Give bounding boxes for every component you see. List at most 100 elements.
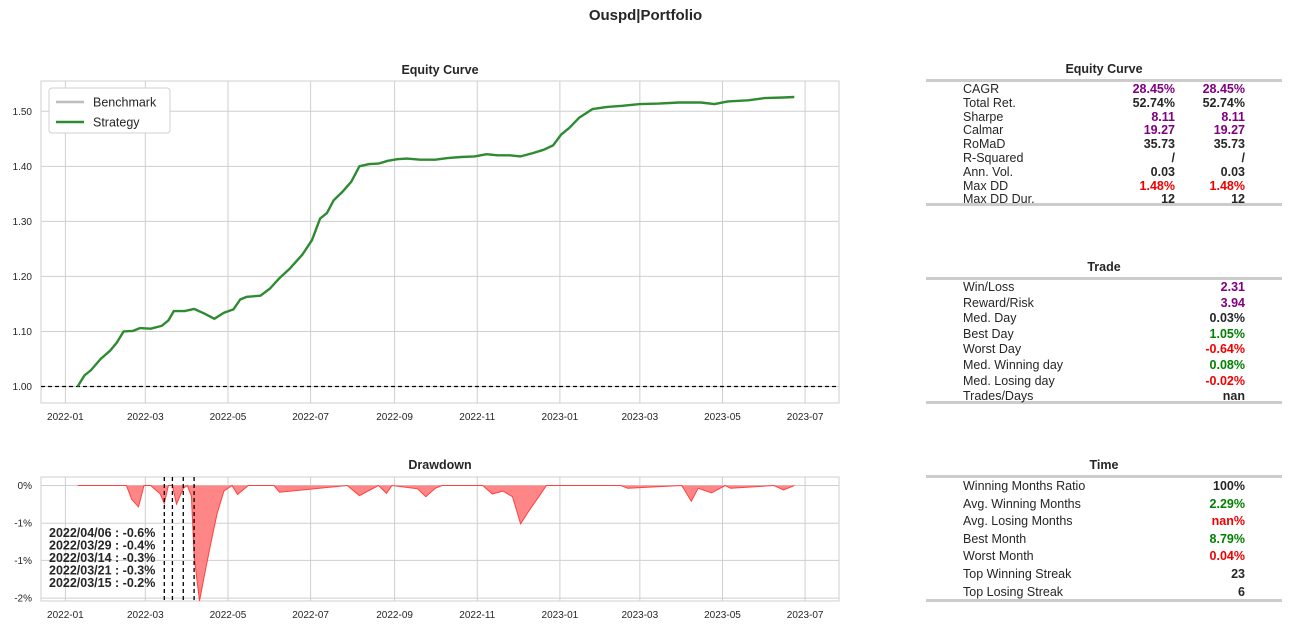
row-value-2: 35.73 [1213,137,1245,152]
row-value: 2.29% [1209,496,1245,511]
row-value-2: 12 [1231,192,1245,207]
legend-label: Strategy [93,116,140,130]
x-tick-label: 2023-05 [704,412,741,423]
row-value: nan [1222,389,1245,404]
row-label: Best Month [963,531,1027,546]
table-title: Trade [1087,260,1121,274]
drawdown-annotation: 2022/03/29 : -0.4% [49,539,155,553]
row-label: Worst Day [963,342,1022,357]
table-rule [926,277,1282,280]
table-rule [926,599,1282,602]
drawdown-annotation: 2022/03/21 : -0.3% [49,564,155,578]
x-tick-label: 2023-07 [787,412,824,423]
x-tick-label: 2023-01 [542,610,579,621]
row-label: Best Day [963,326,1014,341]
row-label: Med. Losing day [963,373,1055,388]
row-value: 100% [1213,479,1245,493]
row-label: Med. Winning day [963,358,1064,372]
row-label: Sharpe [963,109,1004,124]
plot-frame [40,476,840,602]
row-value: 2.31 [1220,280,1245,294]
row-value-2: / [1241,151,1245,165]
drawdown-annotation: 2022/03/14 : -0.3% [49,551,155,565]
x-tick-label: 2022-01 [47,412,84,423]
equity-chart-title: Equity Curve [401,63,478,77]
row-label: Calmar [963,123,1004,138]
x-tick-label: 2022-09 [376,610,413,621]
y-tick-label: 0% [18,481,33,492]
x-tick-label: 2022-05 [210,412,247,423]
row-value: 8.79% [1209,531,1245,546]
row-value: 0.03% [1209,311,1245,326]
drawdown-annotation: 2022/03/15 : -0.2% [49,576,155,590]
row-label: Trades/Days [963,389,1034,404]
row-label: RoMaD [963,137,1006,152]
row-value-1: / [1171,151,1175,165]
y-tick-label: -1% [14,519,32,530]
y-tick-label: 1.20 [13,272,33,283]
row-label: Med. Day [963,311,1017,326]
row-value-1: 1.48% [1139,178,1175,193]
table-rule [926,475,1282,478]
x-tick-label: 2023-07 [787,610,824,621]
row-value: 3.94 [1220,295,1245,310]
plot-frame [40,80,840,404]
row-label: Max DD [963,178,1009,193]
row-value-1: 28.45% [1132,82,1175,96]
row-label: CAGR [963,82,1000,96]
figure-title: Ouspd|Portfolio [588,7,703,24]
row-label: Winning Months Ratio [963,479,1086,493]
y-tick-label: 1.50 [13,107,33,118]
equity-grid [40,80,840,404]
row-label: Top Losing Streak [963,584,1064,599]
series-line-strategy [76,95,795,388]
equity-curve-chart: Equity Curve 2022-01 2022-03 2022-05 2022-0… [13,63,840,423]
y-tick-label: -1% [14,556,32,567]
row-value-1: 0.03 [1150,164,1175,179]
row-value-1: 8.11 [1151,109,1175,124]
table-title: Equity Curve [1065,62,1143,76]
equity-x-ticks: 2022-01 2022-03 2022-05 2022-07 2022-09 2022-… [47,412,824,423]
row-label: Worst Month [963,549,1034,564]
equity-y-ticks: 1.00 1.10 1.20 1.30 1.40 1.50 [13,107,33,393]
row-value: 0.08% [1209,358,1245,372]
row-value: 0.04% [1209,549,1245,564]
row-value-1: 35.73 [1143,137,1175,152]
row-value-2: 8.11 [1221,109,1245,124]
x-tick-label: 2023-03 [621,412,658,423]
x-tick-label: 2022-07 [292,412,329,423]
table-rule [926,79,1282,82]
row-label: Top Winning Streak [963,567,1072,581]
row-value: -0.64% [1205,342,1245,357]
row-label: Total Ret. [963,95,1016,110]
row-value-2: 52.74% [1202,95,1245,110]
row-value-2: 19.27 [1213,123,1245,138]
row-value-2: 28.45% [1202,82,1245,96]
row-label: Win/Loss [963,280,1015,294]
row-label: Reward/Risk [963,295,1034,310]
x-tick-label: 2022-03 [127,412,164,423]
row-value: 23 [1231,567,1245,581]
row-value-2: 1.48% [1209,178,1245,193]
legend-label: Benchmark [93,96,157,110]
table-rule [926,203,1282,206]
row-label: Avg. Losing Months [963,514,1073,529]
drawdown-annotations: 2022/04/06 : -0.6%2022/03/29 : -0.4%2022… [49,526,155,590]
row-value: 6 [1238,584,1245,599]
x-tick-label: 2022-11 [459,610,495,621]
y-tick-label: 1.30 [13,217,33,228]
row-value-1: 52.74% [1132,95,1175,110]
x-tick-label: 2022-11 [459,412,495,423]
x-tick-label: 2022-09 [376,412,413,423]
row-label: R-Squared [963,151,1024,165]
y-tick-label: -2% [14,594,32,605]
row-value-1: 12 [1161,192,1175,207]
table-rule [926,401,1282,404]
x-tick-label: 2023-01 [542,412,579,423]
x-tick-label: 2022-01 [47,610,84,621]
table-title: Time [1089,458,1119,472]
y-tick-label: 1.40 [13,162,33,173]
drawdown-grid [40,476,840,602]
x-tick-label: 2023-03 [621,610,658,621]
drawdown-chart-title: Drawdown [408,458,471,472]
